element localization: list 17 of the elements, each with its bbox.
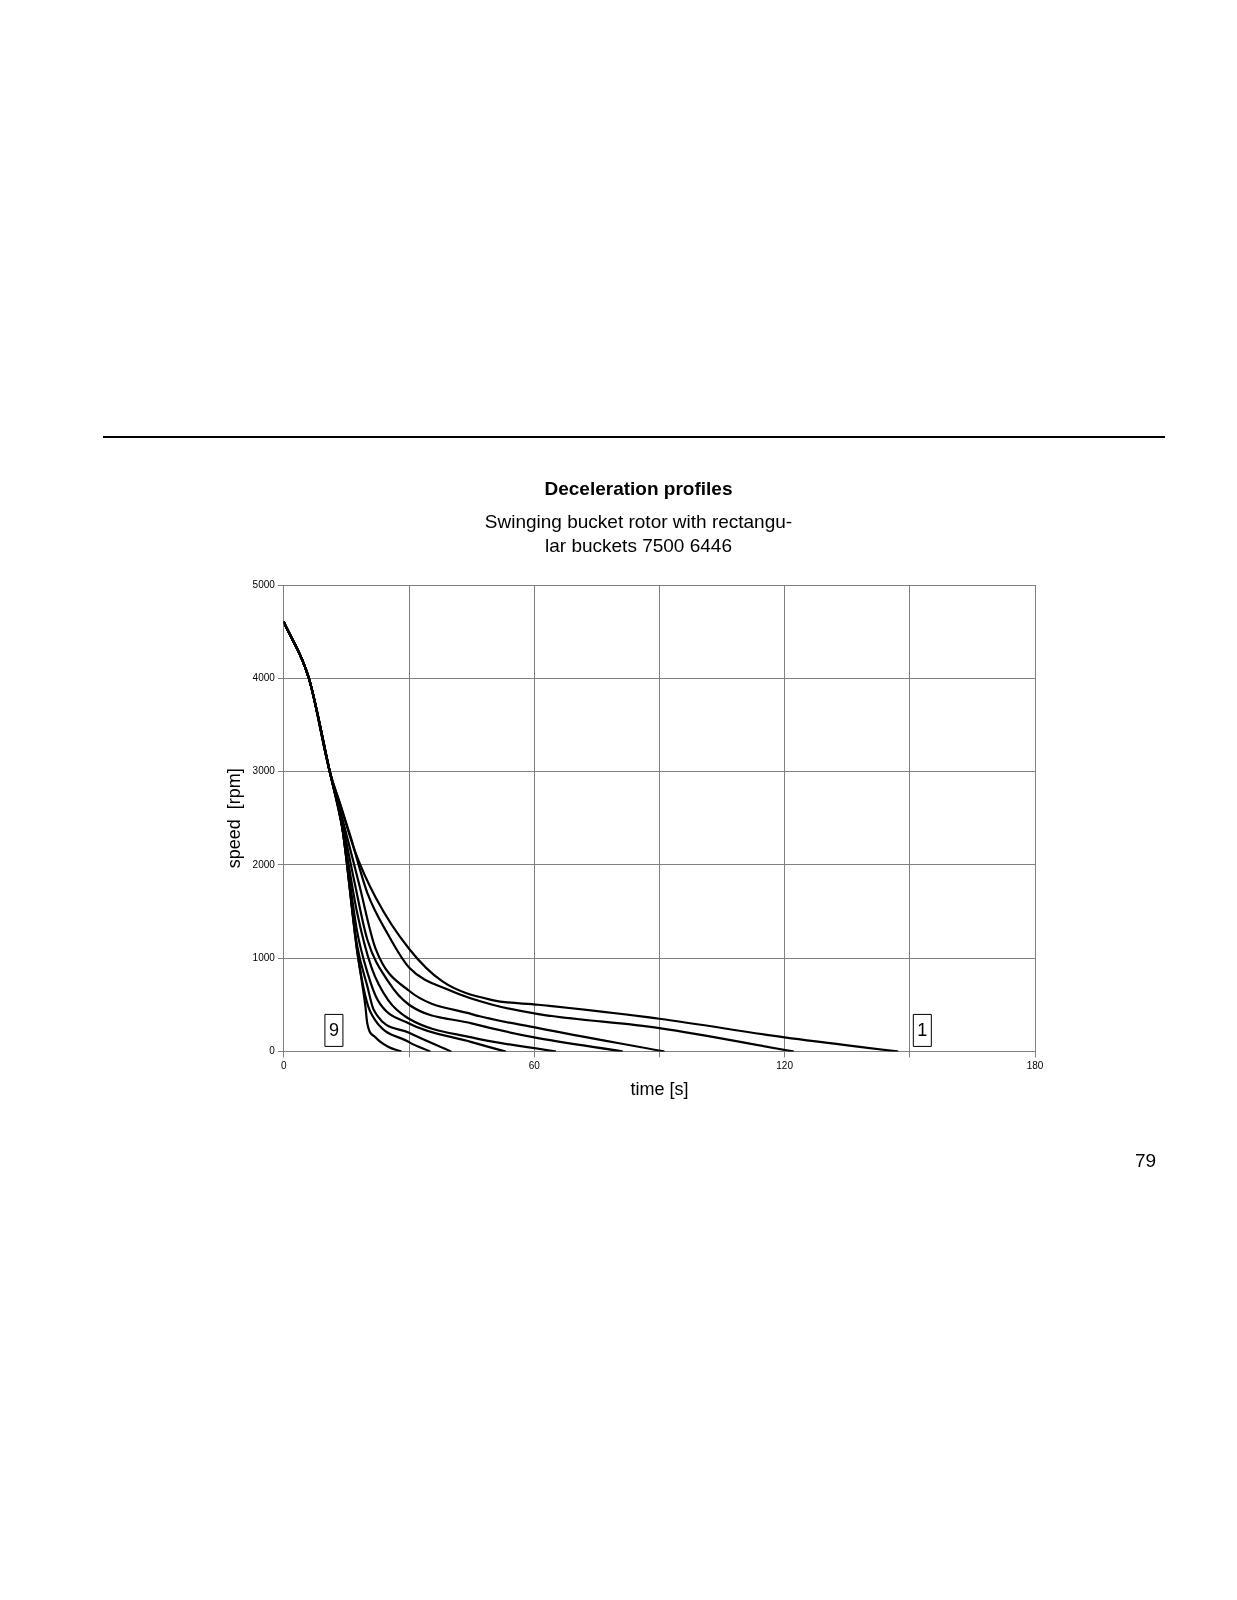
x-tick-label: 120: [776, 1060, 794, 1072]
y-tick-label: 5000: [252, 578, 276, 590]
y-axis-title: speed [rpm]: [223, 768, 244, 869]
y-tick-label: 0: [269, 1045, 276, 1057]
annotation: 9: [328, 1020, 339, 1041]
x-tick-label: 180: [1026, 1060, 1044, 1072]
y-tick-label: 1000: [252, 951, 276, 963]
chart-title: Deceleration profiles: [543, 478, 734, 500]
x-tick-label: 0: [281, 1060, 288, 1072]
x-tick-label: 60: [528, 1060, 541, 1072]
x-axis-title: time [s]: [630, 1079, 689, 1100]
y-tick-label: 4000: [252, 672, 276, 684]
text: 79: [1135, 1150, 1157, 1172]
annotation: 1: [917, 1020, 928, 1041]
chart-subtitle: Swinging bucket rotor with rectangu- lar buckets 7500 6446: [483, 510, 794, 558]
y-tick-label: 3000: [252, 765, 276, 777]
y-tick-label: 2000: [252, 858, 276, 870]
